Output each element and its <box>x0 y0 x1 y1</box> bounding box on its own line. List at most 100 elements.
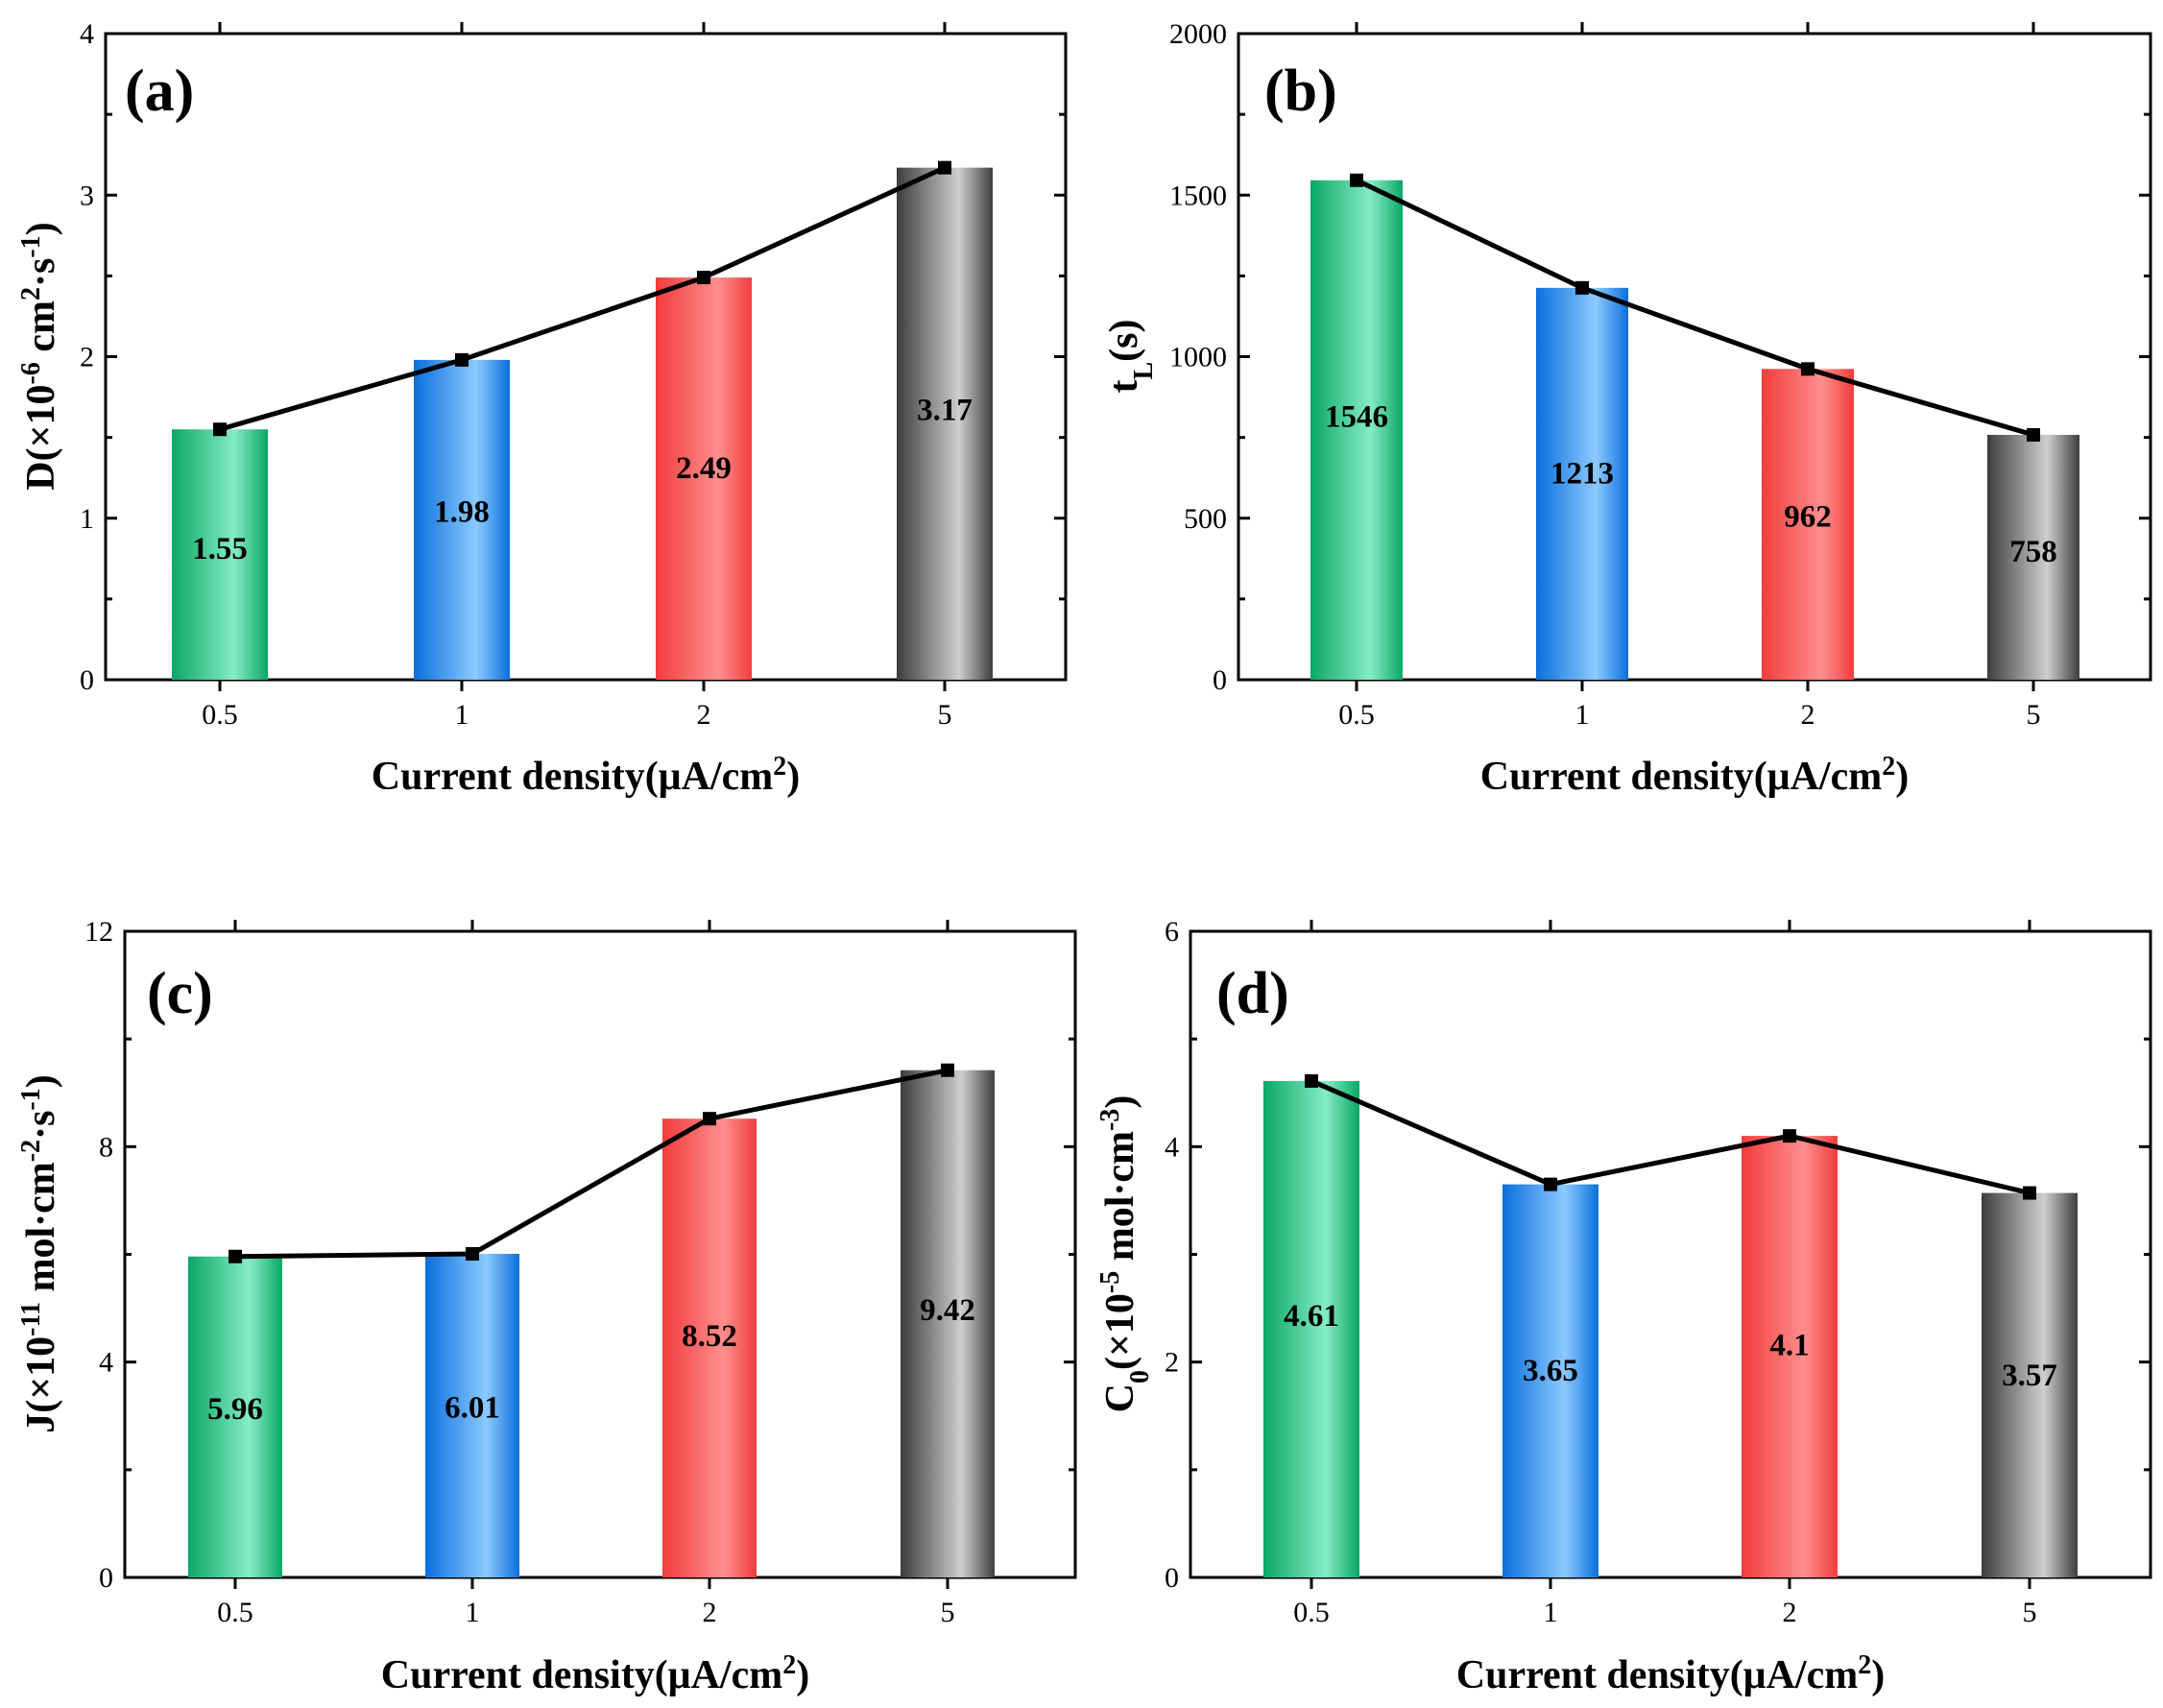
bar <box>656 277 752 680</box>
data-point <box>466 1246 479 1261</box>
y-tick-label: 6 <box>1165 916 1179 948</box>
x-tick-label: 2 <box>703 1597 717 1628</box>
bar <box>1762 369 1854 680</box>
x-tick-label: 2 <box>697 699 711 731</box>
bar <box>1742 1136 1838 1577</box>
y-tick-label: 1 <box>80 503 94 535</box>
data-point <box>1305 1073 1318 1088</box>
x-tick-label: 0.5 <box>217 1597 253 1628</box>
bar-value-label: 1.55 <box>192 532 248 566</box>
y-tick-label: 8 <box>99 1131 113 1163</box>
panel-label: (d) <box>1216 961 1289 1026</box>
data-point <box>1801 362 1815 376</box>
panel-label: (b) <box>1264 59 1337 124</box>
y-tick-label: 1000 <box>1169 342 1227 373</box>
bar-value-label: 8.52 <box>682 1319 737 1354</box>
y-tick-label: 1500 <box>1169 180 1227 211</box>
bar-value-label: 9.42 <box>920 1293 975 1328</box>
bar <box>1982 1192 2078 1577</box>
bar-value-label: 1546 <box>1325 399 1388 434</box>
x-tick-label: 1 <box>455 699 469 731</box>
bar <box>1263 1080 1359 1577</box>
y-tick-label: 0 <box>1165 1562 1179 1594</box>
x-tick-label: 5 <box>2027 699 2041 731</box>
y-tick-label: 0 <box>1213 664 1227 696</box>
y-tick-label: 4 <box>1165 1131 1179 1163</box>
y-tick-label: 0 <box>80 664 94 696</box>
bar <box>414 359 510 680</box>
data-point <box>455 352 469 367</box>
panel-label: (a) <box>125 59 194 124</box>
bar <box>1310 180 1403 680</box>
x-tick-label: 5 <box>941 1597 955 1628</box>
bar <box>897 167 993 680</box>
x-tick-label: 2 <box>1783 1597 1797 1628</box>
bar <box>188 1256 282 1577</box>
panel-a: 0 1 2 3 4 0.5 1 2 5 1.55 1.98 2.49 3.17 (a) Current … <box>16 18 1068 800</box>
bar-value-label: 3.57 <box>2002 1359 2057 1393</box>
y-axis-title: J(×10-11 mol·cm-2·s-1) <box>16 1074 64 1433</box>
bar <box>1987 434 2079 680</box>
bar-value-label: 6.01 <box>445 1390 500 1425</box>
y-tick-label: 4 <box>80 18 94 50</box>
data-point <box>938 160 951 175</box>
series-line <box>219 165 947 432</box>
y-tick-label: 3 <box>80 180 94 211</box>
panel-b: 0 500 1000 1500 2000 0.5 1 2 5 1546 1213 962 758 (b)… <box>1102 18 2152 800</box>
panel-label: (c) <box>147 961 213 1026</box>
bar-value-label: 4.1 <box>1769 1328 1809 1362</box>
bar <box>901 1070 995 1577</box>
y-tick-label: 500 <box>1184 503 1227 535</box>
y-axis-title: D(×10-6 cm2·s-1) <box>16 222 64 490</box>
bar-value-label: 4.61 <box>1284 1299 1339 1334</box>
data-point <box>213 422 227 437</box>
x-tick-label: 0.5 <box>202 699 238 731</box>
y-tick-label: 2000 <box>1169 18 1227 50</box>
data-point <box>1544 1177 1557 1191</box>
data-point <box>697 271 710 285</box>
x-tick-label: 0.5 <box>1338 699 1375 731</box>
y-tick-label: 0 <box>99 1562 113 1594</box>
y-axis-title: C0(×10-5 mol·cm-3) <box>1095 1095 1155 1413</box>
panel-d: 0 2 4 6 0.5 1 2 5 4.61 3.65 4.1 3.57 (d) Current de… <box>1095 916 2152 1698</box>
x-tick-label: 1 <box>1575 699 1590 731</box>
data-point <box>941 1063 954 1077</box>
bar <box>172 429 268 680</box>
bar <box>662 1119 757 1577</box>
y-tick-label: 2 <box>1165 1347 1179 1379</box>
bar <box>1536 287 1628 680</box>
bar-value-label: 5.96 <box>207 1392 263 1427</box>
x-tick-label: 1 <box>466 1597 480 1628</box>
series-line <box>234 1068 949 1260</box>
x-tick-label: 1 <box>1544 1597 1558 1628</box>
bar-value-label: 1.98 <box>434 494 490 529</box>
y-tick-label: 12 <box>84 916 113 948</box>
bar-value-label: 2.49 <box>676 451 732 486</box>
y-axis-title: tL(s) <box>1102 319 1159 393</box>
bar-value-label: 1213 <box>1550 457 1614 492</box>
bar-value-label: 3.17 <box>917 393 973 427</box>
bar <box>1502 1184 1598 1577</box>
bar-value-label: 962 <box>1784 499 1832 534</box>
data-point <box>2027 427 2040 442</box>
x-axis-title: Current density(μA/cm2) <box>381 1650 809 1698</box>
x-tick-label: 2 <box>1801 699 1815 731</box>
bar-value-label: 3.65 <box>1523 1354 1578 1388</box>
bar <box>425 1253 519 1577</box>
x-tick-label: 5 <box>2023 1597 2037 1628</box>
x-axis-title: Current density(μA/cm2) <box>372 752 800 800</box>
data-point <box>1575 280 1589 295</box>
series-line <box>1310 1078 2031 1195</box>
bar-value-label: 758 <box>2009 535 2057 569</box>
y-tick-label: 2 <box>80 342 94 373</box>
data-point <box>1783 1129 1796 1143</box>
x-axis-title: Current density(μA/cm2) <box>1456 1650 1885 1698</box>
x-tick-label: 0.5 <box>1293 1597 1330 1628</box>
x-tick-label: 5 <box>938 699 952 731</box>
data-point <box>2023 1186 2036 1200</box>
x-axis-title: Current density(μA/cm2) <box>1480 752 1909 800</box>
y-tick-label: 4 <box>99 1347 113 1379</box>
series-line <box>1355 178 2034 438</box>
